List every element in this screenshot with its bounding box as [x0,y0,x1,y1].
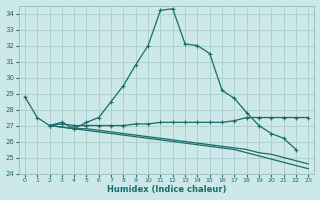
X-axis label: Humidex (Indice chaleur): Humidex (Indice chaleur) [107,185,226,194]
